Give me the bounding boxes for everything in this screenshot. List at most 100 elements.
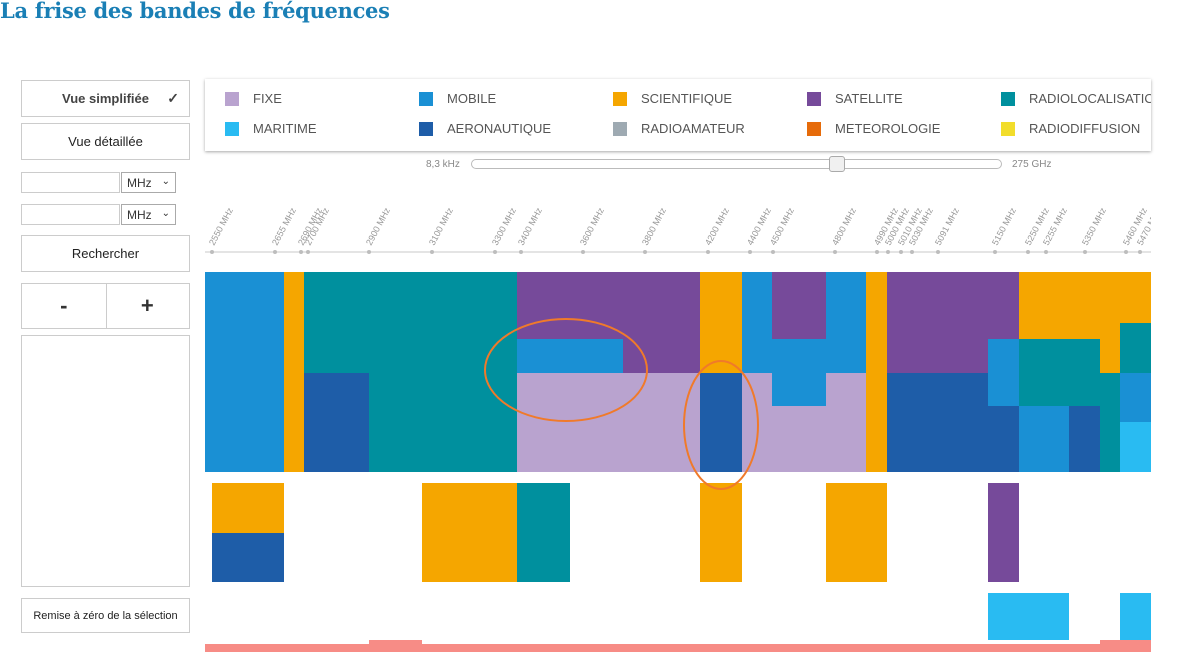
frequency-band[interactable]	[517, 483, 570, 582]
frequency-tick-label: 2655 MHz	[270, 206, 298, 247]
frequency-tick-label: 3800 MHz	[640, 206, 668, 247]
frequency-band[interactable]	[988, 339, 1019, 406]
frequency-band[interactable]	[304, 272, 369, 373]
frequency-band[interactable]	[1120, 593, 1151, 640]
slider-max-label: 275 GHz	[1012, 159, 1052, 170]
zoom-out-button[interactable]: -	[22, 284, 107, 328]
frequency-band[interactable]	[517, 339, 623, 406]
frequency-band[interactable]	[1019, 406, 1069, 472]
axis-tick	[771, 250, 775, 254]
legend-label: MOBILE	[447, 91, 497, 106]
zoom-in-button[interactable]: +	[140, 293, 154, 318]
unit-select-min[interactable]: MHz ⌄	[121, 172, 176, 193]
frequency-tick-label: 5350 MHz	[1080, 206, 1108, 247]
axis-tick	[581, 250, 585, 254]
legend-swatch	[225, 121, 239, 136]
frequency-band[interactable]	[826, 272, 866, 373]
frequency-tick-label: 5091 MHz	[933, 206, 961, 247]
frequency-band[interactable]	[826, 373, 866, 472]
unit-select-max[interactable]: MHz ⌄	[121, 204, 176, 225]
frequency-band[interactable]	[772, 406, 826, 472]
frequency-band[interactable]	[1019, 339, 1100, 406]
axis-tick	[367, 250, 371, 254]
frequency-band[interactable]	[517, 373, 700, 472]
chevron-down-icon: ⌄	[161, 176, 170, 187]
frequency-band[interactable]	[700, 272, 742, 373]
search-button[interactable]: Rechercher	[21, 235, 190, 272]
frequency-band[interactable]	[700, 483, 742, 582]
simple-view-label: Vue simplifiée	[62, 91, 149, 106]
legend-item[interactable]: SCIENTIFIQUE	[613, 91, 732, 106]
frequency-band[interactable]	[988, 593, 1069, 640]
axis-tick	[910, 250, 914, 254]
reset-selection-button[interactable]: Remise à zéro de la sélection	[21, 598, 190, 633]
frequency-tick-label: 5150 MHz	[990, 206, 1018, 247]
frequency-band[interactable]	[1069, 406, 1100, 472]
legend-swatch	[225, 91, 239, 106]
frequency-band[interactable]	[772, 272, 826, 339]
frequency-band[interactable]	[1120, 422, 1151, 472]
frequency-range-slider[interactable]	[471, 159, 1002, 169]
legend-item[interactable]: MARITIME	[225, 121, 317, 136]
frequency-max-input[interactable]	[21, 204, 120, 225]
detailed-view-button[interactable]: Vue détaillée	[21, 123, 190, 160]
frequency-min-input[interactable]	[21, 172, 120, 193]
frequency-band[interactable]	[1120, 323, 1151, 373]
legend-item[interactable]: RADIODIFFUSION	[1001, 121, 1140, 136]
axis-tick	[643, 250, 647, 254]
frequency-tick-label: 3600 MHz	[578, 206, 606, 247]
legend-swatch	[807, 91, 821, 106]
frequency-band[interactable]	[304, 373, 369, 472]
frequency-band[interactable]	[988, 272, 1019, 339]
frequency-band[interactable]	[623, 373, 700, 472]
frequency-band[interactable]	[212, 533, 284, 582]
frequency-band[interactable]	[700, 373, 742, 472]
legend-panel: FIXE MOBILE SCIENTIFIQUE SATELLITE RADIOLOCA…	[205, 79, 1151, 151]
slider-handle[interactable]	[829, 156, 845, 172]
frequency-band[interactable]	[212, 483, 284, 533]
axis-tick	[1124, 250, 1128, 254]
frequency-band[interactable]	[1019, 272, 1100, 339]
frequency-band[interactable]	[772, 339, 826, 406]
legend-item[interactable]: SATELLITE	[807, 91, 903, 106]
frequency-band[interactable]	[284, 272, 304, 472]
legend-item[interactable]: RADIOLOCALISATION	[1001, 91, 1151, 106]
legend-swatch	[1001, 91, 1015, 106]
legend-item[interactable]: METEOROLOGIE	[807, 121, 940, 136]
simple-view-button[interactable]: Vue simplifiée ✓	[21, 80, 190, 117]
axis-tick	[430, 250, 434, 254]
legend-swatch	[419, 121, 433, 136]
legend-item[interactable]: RADIOAMATEUR	[613, 121, 745, 136]
frequency-band[interactable]	[517, 272, 700, 373]
legend-swatch	[419, 91, 433, 106]
frequency-band[interactable]	[988, 483, 1019, 582]
frequency-band[interactable]	[742, 272, 772, 373]
frequency-band[interactable]	[1100, 272, 1120, 373]
frequency-band[interactable]	[826, 483, 887, 582]
zoom-controls: - +	[21, 283, 190, 329]
legend-item[interactable]: MOBILE	[419, 91, 496, 106]
frequency-band[interactable]	[1120, 272, 1151, 323]
axis-tick	[993, 250, 997, 254]
frequency-band[interactable]	[742, 373, 772, 472]
legend-item[interactable]: FIXE	[225, 91, 282, 106]
axis-tick	[706, 250, 710, 254]
frequency-band[interactable]	[887, 272, 988, 373]
frequency-band[interactable]	[988, 406, 1019, 472]
legend-label: SATELLITE	[835, 91, 903, 106]
axis-tick	[833, 250, 837, 254]
axis-tick	[936, 250, 940, 254]
frequency-band[interactable]	[887, 373, 988, 472]
frequency-band[interactable]	[517, 406, 623, 472]
frequency-band[interactable]	[1100, 373, 1120, 472]
frequency-band[interactable]	[369, 272, 517, 472]
axis-tick	[886, 250, 890, 254]
legend-label: AERONAUTIQUE	[447, 121, 552, 136]
legend-item[interactable]: AERONAUTIQUE	[419, 121, 551, 136]
frequency-band[interactable]	[1120, 373, 1151, 422]
frequency-band[interactable]	[422, 483, 517, 582]
axis-tick	[748, 250, 752, 254]
frequency-band[interactable]	[866, 272, 887, 472]
frequency-band[interactable]	[205, 272, 284, 472]
